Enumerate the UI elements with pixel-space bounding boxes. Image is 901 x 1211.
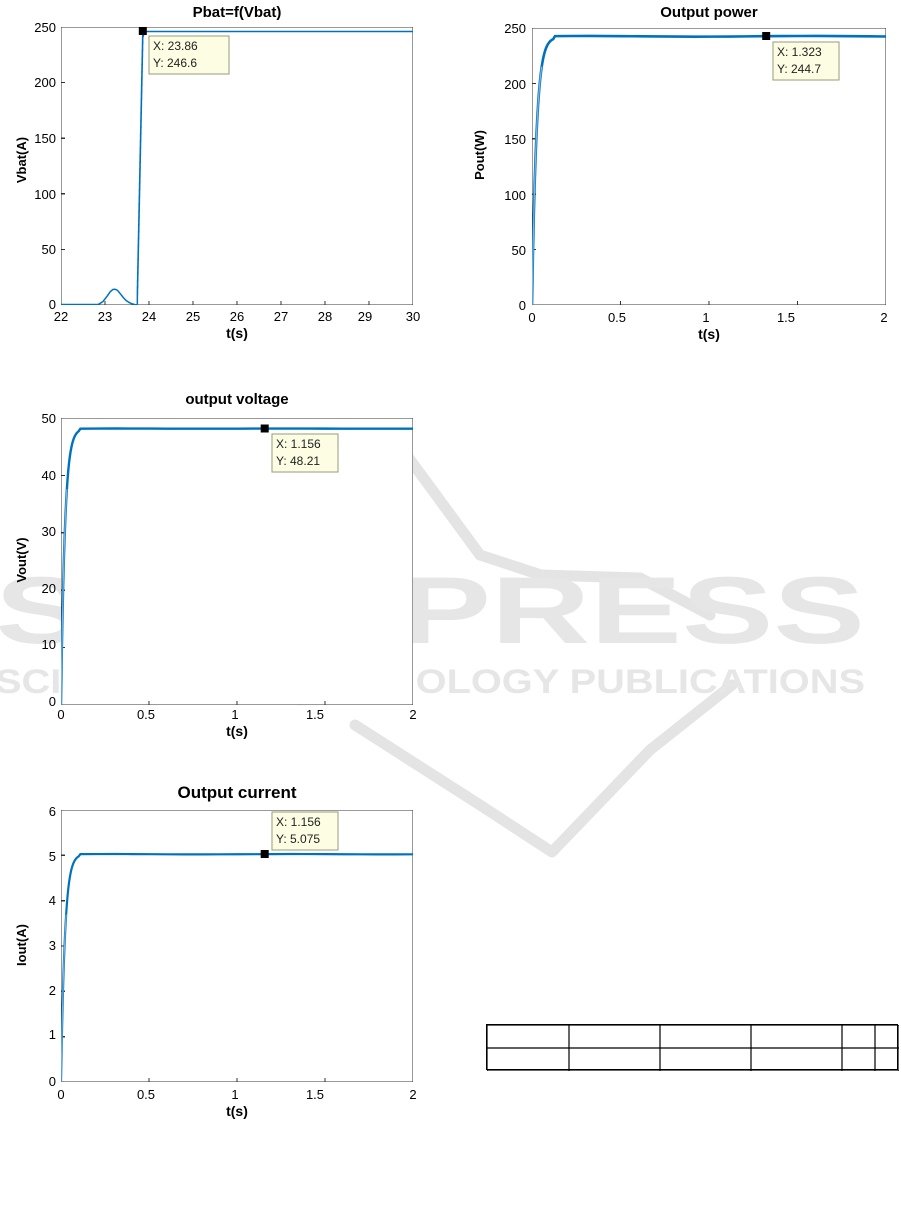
svg-text:Y: 246.6: Y: 246.6 bbox=[153, 56, 197, 70]
svg-text:Y: 5.075: Y: 5.075 bbox=[276, 832, 320, 846]
svg-text:X: 23.86: X: 23.86 bbox=[153, 39, 198, 53]
svg-text:Y: 48.21: Y: 48.21 bbox=[276, 454, 320, 468]
svg-text:X: 1.156: X: 1.156 bbox=[276, 437, 321, 451]
svg-text:X: 1.156: X: 1.156 bbox=[276, 815, 321, 829]
svg-text:X: 1.323: X: 1.323 bbox=[777, 45, 822, 59]
svg-text:Y: 244.7: Y: 244.7 bbox=[777, 62, 821, 76]
